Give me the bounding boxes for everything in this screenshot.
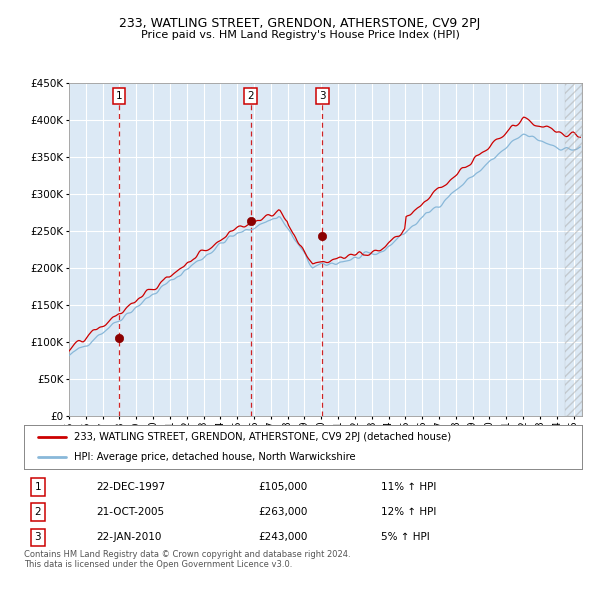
Text: £243,000: £243,000 — [259, 532, 308, 542]
Text: 3: 3 — [35, 532, 41, 542]
Text: 12% ↑ HPI: 12% ↑ HPI — [381, 507, 436, 517]
Text: HPI: Average price, detached house, North Warwickshire: HPI: Average price, detached house, Nort… — [74, 452, 356, 462]
Text: 1: 1 — [116, 91, 122, 101]
Text: £105,000: £105,000 — [259, 482, 308, 492]
Text: 2: 2 — [35, 507, 41, 517]
Text: 11% ↑ HPI: 11% ↑ HPI — [381, 482, 436, 492]
Text: Price paid vs. HM Land Registry's House Price Index (HPI): Price paid vs. HM Land Registry's House … — [140, 30, 460, 40]
Text: Contains HM Land Registry data © Crown copyright and database right 2024.
This d: Contains HM Land Registry data © Crown c… — [24, 550, 350, 569]
Text: £263,000: £263,000 — [259, 507, 308, 517]
Text: 1: 1 — [35, 482, 41, 492]
Text: 5% ↑ HPI: 5% ↑ HPI — [381, 532, 430, 542]
Text: 3: 3 — [319, 91, 326, 101]
Text: 21-OCT-2005: 21-OCT-2005 — [97, 507, 164, 517]
Text: 22-JAN-2010: 22-JAN-2010 — [97, 532, 162, 542]
Text: 233, WATLING STREET, GRENDON, ATHERSTONE, CV9 2PJ: 233, WATLING STREET, GRENDON, ATHERSTONE… — [119, 17, 481, 30]
Text: 233, WATLING STREET, GRENDON, ATHERSTONE, CV9 2PJ (detached house): 233, WATLING STREET, GRENDON, ATHERSTONE… — [74, 432, 451, 442]
Text: 2: 2 — [247, 91, 254, 101]
Text: 22-DEC-1997: 22-DEC-1997 — [97, 482, 166, 492]
